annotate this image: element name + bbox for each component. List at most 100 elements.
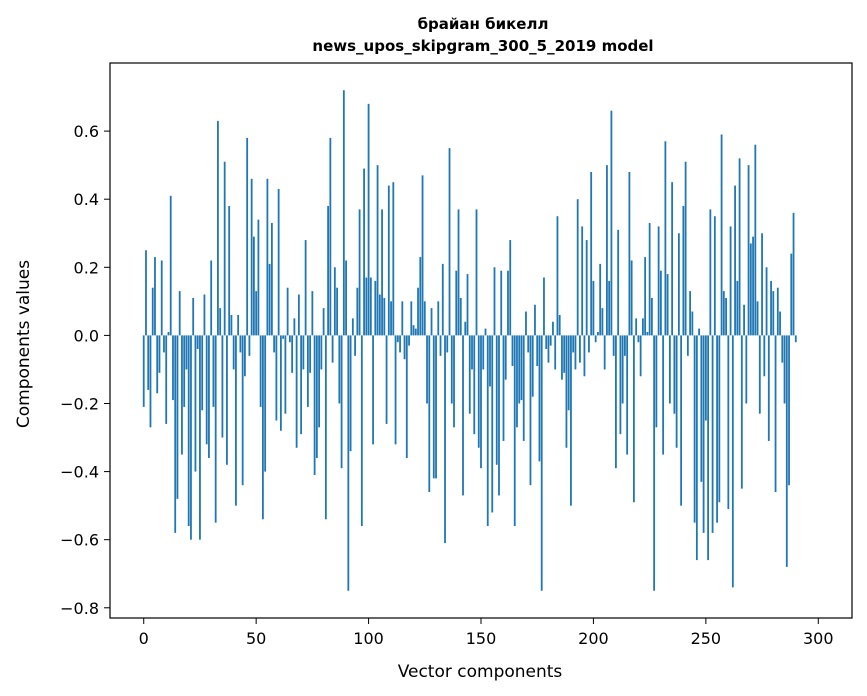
bar — [387, 185, 390, 336]
bar — [534, 304, 536, 336]
bar — [315, 335, 318, 458]
bar — [244, 335, 246, 377]
bar — [635, 318, 638, 336]
bar — [342, 90, 345, 336]
bar — [372, 335, 374, 445]
x-axis-label: Vector components — [398, 662, 563, 682]
bar — [727, 335, 730, 510]
bar — [781, 335, 784, 363]
bar — [405, 335, 408, 458]
bar — [713, 216, 716, 336]
bar — [621, 335, 624, 404]
bar — [475, 209, 478, 336]
bar — [187, 335, 190, 527]
bar — [567, 335, 570, 411]
bar — [383, 297, 386, 336]
bar — [282, 335, 285, 339]
bar — [507, 270, 509, 336]
bar — [664, 141, 667, 336]
bar — [230, 314, 233, 336]
bar — [253, 236, 255, 336]
bar — [619, 335, 622, 435]
bar — [369, 277, 372, 336]
bar — [147, 335, 150, 390]
bar — [167, 331, 170, 336]
bar — [376, 165, 379, 336]
bar — [693, 335, 696, 523]
bar — [322, 308, 325, 336]
y-axis-label: Components values — [14, 260, 34, 428]
bar — [250, 178, 253, 336]
bar — [151, 287, 154, 336]
bar — [734, 185, 736, 336]
bar — [752, 236, 754, 336]
bar — [423, 301, 426, 336]
bar — [677, 233, 680, 336]
bar — [291, 335, 294, 373]
bar — [394, 335, 397, 445]
bar — [208, 335, 210, 458]
bar — [199, 335, 201, 540]
bar — [455, 270, 458, 336]
bar — [214, 335, 217, 523]
bar — [671, 182, 674, 336]
bar — [378, 294, 381, 336]
bar — [226, 335, 228, 465]
bar — [410, 301, 413, 336]
bar — [747, 165, 750, 336]
bar — [417, 287, 419, 336]
bar — [196, 335, 199, 350]
bar — [518, 335, 521, 404]
bar — [462, 335, 464, 496]
bar — [729, 226, 732, 336]
bar — [142, 335, 145, 407]
bar — [270, 223, 273, 336]
bar — [633, 335, 635, 503]
bar — [527, 335, 530, 353]
bar — [279, 335, 282, 431]
bar — [390, 301, 392, 336]
x-tick-label: 50 — [246, 629, 266, 648]
bar — [662, 335, 665, 455]
bar — [156, 335, 159, 394]
bar — [432, 335, 435, 479]
bar — [205, 335, 208, 445]
bar — [736, 280, 739, 336]
bar — [318, 335, 321, 428]
bar — [237, 314, 240, 336]
bar — [356, 287, 359, 336]
bar — [340, 335, 343, 469]
bar — [695, 335, 698, 561]
bar — [160, 260, 163, 336]
bar — [788, 335, 790, 486]
bar — [767, 335, 770, 441]
bar — [367, 103, 370, 336]
bar — [749, 243, 752, 336]
bar — [439, 335, 442, 356]
bar — [477, 335, 480, 448]
bar — [603, 335, 606, 370]
bar — [190, 335, 192, 540]
bar — [594, 335, 597, 343]
bar — [745, 335, 748, 404]
bar — [700, 335, 703, 482]
bar — [743, 304, 745, 336]
bar — [338, 335, 341, 404]
bar — [426, 335, 428, 404]
bar — [194, 335, 197, 472]
bar — [563, 335, 566, 373]
bar — [691, 311, 694, 336]
bar — [516, 335, 518, 428]
bar — [351, 318, 354, 336]
y-tick-label: −0.4 — [60, 463, 99, 482]
bar — [668, 335, 671, 404]
bar — [790, 253, 793, 336]
bar — [471, 335, 473, 370]
bar — [704, 335, 707, 421]
bar — [601, 308, 604, 336]
bar — [320, 335, 323, 370]
bar — [264, 335, 267, 472]
bar — [731, 335, 734, 588]
bar — [720, 134, 723, 336]
chart-title: брайан бикелл — [418, 15, 549, 33]
